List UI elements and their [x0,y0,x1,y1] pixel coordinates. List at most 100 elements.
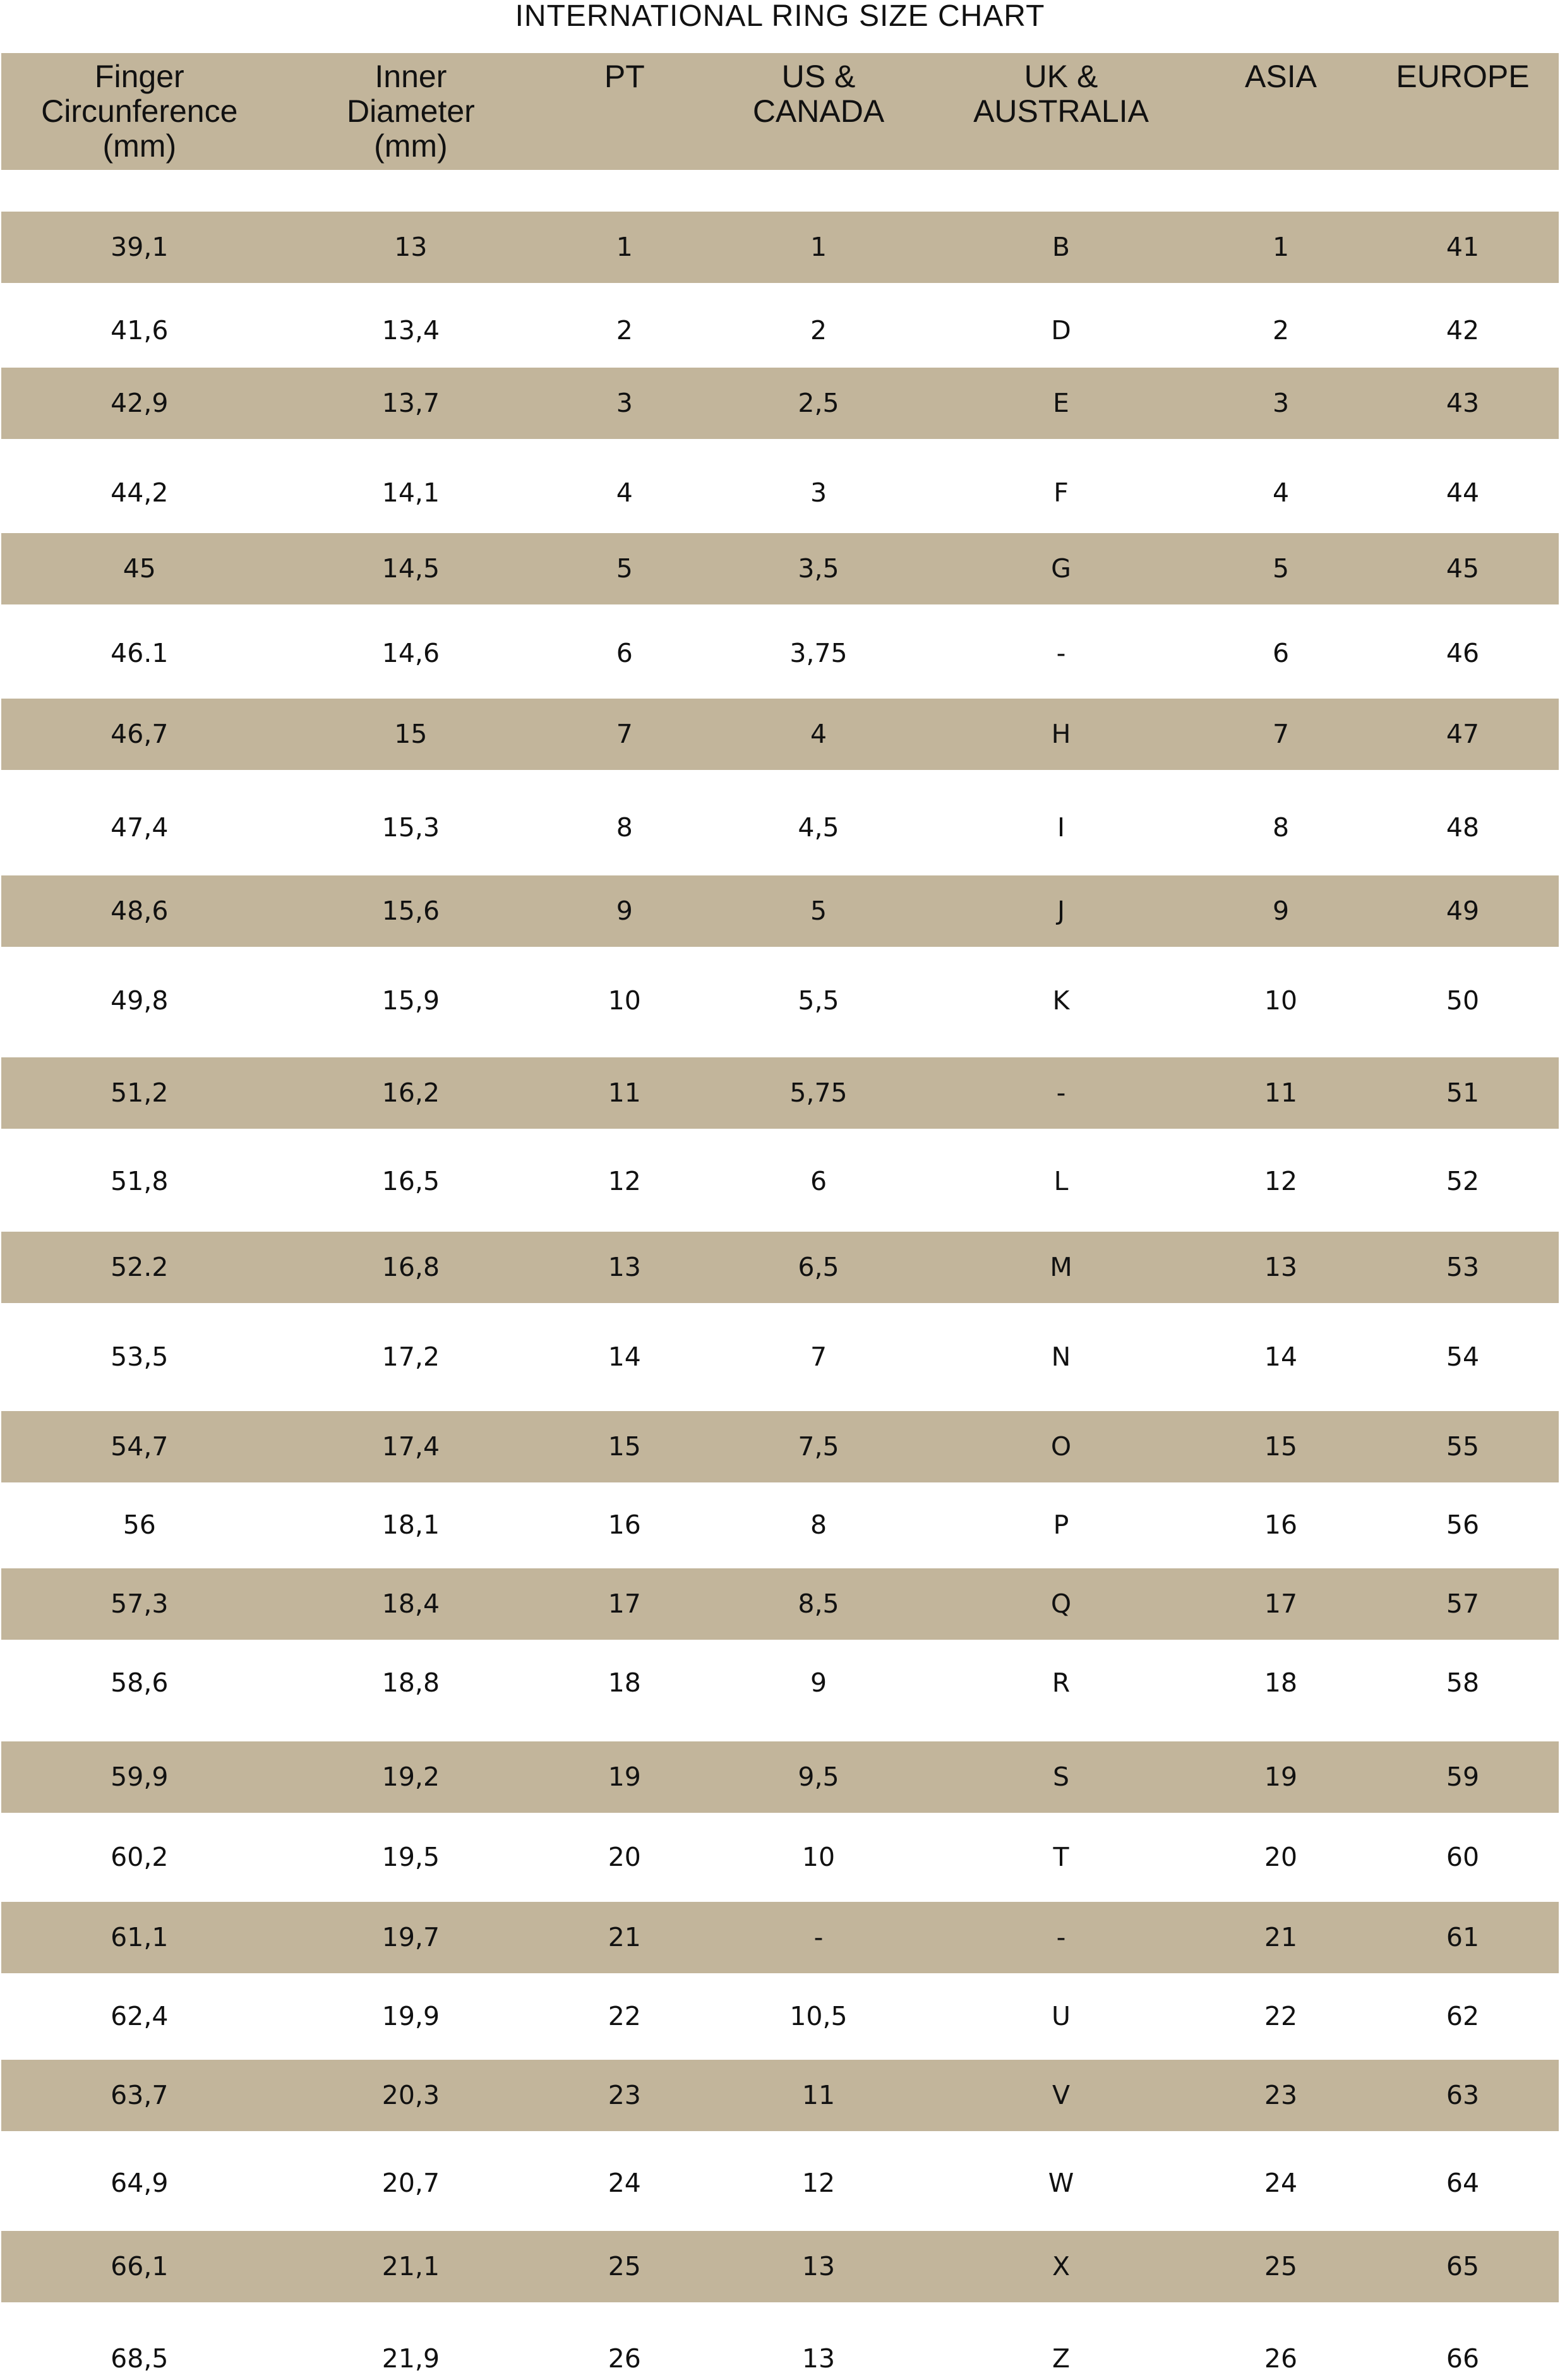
table-cell: 15,3 [381,812,440,843]
table-cell: L [1053,1165,1069,1196]
table-cell: 12 [801,2168,836,2198]
table-cell: 62 [1446,2001,1480,2031]
table-cell: 42,9 [111,388,169,419]
table-cell: 61,1 [111,1922,169,1953]
table-cell: 2 [810,315,827,346]
table-cell: 57,3 [111,1589,169,1620]
table-cell: W [1048,2168,1074,2198]
table-cell: 2,5 [798,388,839,419]
row-band [1,1410,1559,1482]
table-cell: 15,9 [381,985,440,1016]
row-band [1,1057,1559,1129]
table-cell: U [1051,2001,1071,2031]
header-europe: EUROPE [1396,59,1530,94]
table-cell: 9,5 [798,1761,839,1792]
table-cell: 6 [810,1165,827,1196]
table-cell: 3 [1272,388,1290,419]
table-cell: V [1052,2079,1071,2110]
table-cell: 10 [1264,985,1298,1016]
table-cell: 66 [1446,2343,1480,2374]
row-band [1,368,1559,440]
table-cell: D [1051,315,1071,346]
table-cell: 5 [1272,553,1290,584]
table-cell: 7 [810,1342,827,1372]
table-cell: P [1053,1510,1069,1541]
table-cell: 42 [1446,315,1480,346]
table-cell: 41 [1446,232,1480,263]
table-cell: 57 [1446,1589,1480,1620]
table-cell: 2 [1272,315,1290,346]
table-cell: 5 [810,896,827,927]
table-cell: 59,9 [111,1761,169,1792]
table-cell: X [1052,2251,1071,2281]
header-pt: PT [604,59,645,94]
table-header: Finger Circunference (mm) Inner Diameter … [1,53,1559,170]
table-cell: 18,8 [381,1668,440,1698]
row-band [1,698,1559,770]
table-cell: 20,7 [381,2168,440,2198]
table-cell: 25 [608,2251,641,2281]
table-cell: 1 [1272,232,1290,263]
table-cell: 46.1 [111,638,169,669]
table-cell: 45 [1446,553,1480,584]
table-cell: 22 [608,2001,641,2031]
table-cell: 54 [1446,1342,1480,1372]
table-cell: 1 [810,232,827,263]
table-cell: 10 [801,1842,836,1872]
table-cell: 12 [1264,1165,1298,1196]
table-cell: 23 [608,2079,641,2110]
table-cell: 50 [1446,985,1480,1016]
table-cell: 62,4 [111,2001,169,2031]
table-cell: 64 [1446,2168,1480,2198]
table-cell: 11 [801,2079,836,2110]
table-cell: 9 [810,1668,827,1698]
table-cell: 19,5 [381,1842,440,1872]
table-cell: 10 [608,985,641,1016]
table-cell: 15 [608,1431,641,1462]
table-cell: 3 [810,478,827,508]
table-cell: 63,7 [111,2079,169,2110]
table-cell: 49 [1446,896,1480,927]
table-cell: 26 [1264,2343,1298,2374]
table-cell: 55 [1446,1431,1480,1462]
table-cell: 9 [1272,896,1290,927]
table-cell: 19,9 [381,2001,440,2031]
row-band [1,875,1559,947]
table-cell: 61 [1446,1922,1480,1953]
row-band [1,1741,1559,1813]
table-cell: 7 [1272,718,1290,749]
table-cell: I [1057,812,1065,843]
table-cell: 6,5 [798,1252,839,1283]
table-cell: 56 [123,1510,156,1541]
table-cell: 1 [616,232,633,263]
table-cell: 51,2 [111,1078,169,1109]
table-cell: 20,3 [381,2079,440,2110]
table-cell: 39,1 [111,232,169,263]
table-cell: K [1052,985,1070,1016]
table-cell: 60,2 [111,1842,169,1872]
table-cell: 18,4 [381,1589,440,1620]
table-cell: 4,5 [798,812,839,843]
table-cell: 49,8 [111,985,169,1016]
table-cell: O [1050,1431,1072,1462]
table-cell: 13,7 [381,388,440,419]
table-cell: 15 [394,718,428,749]
table-cell: 24 [608,2168,641,2198]
table-cell: 18 [608,1668,641,1698]
table-cell: 5,75 [789,1078,848,1109]
header-finger-circumference: Finger Circunference (mm) [41,59,238,164]
table-cell: - [1056,1922,1066,1953]
table-cell: 65 [1446,2251,1480,2281]
table-cell: G [1051,553,1071,584]
table-cell: 20 [1264,1842,1298,1872]
row-band [1,2059,1559,2131]
table-cell: B [1052,232,1071,263]
row-band [1,1232,1559,1304]
table-cell: - [1056,638,1066,669]
table-cell: 5 [616,553,633,584]
chart-title: INTERNATIONAL RING SIZE CHART [515,0,1045,33]
table-cell: 56 [1446,1510,1480,1541]
table-cell: 10,5 [789,2001,848,2031]
table-cell: 9 [616,896,633,927]
table-cell: 20 [608,1842,641,1872]
